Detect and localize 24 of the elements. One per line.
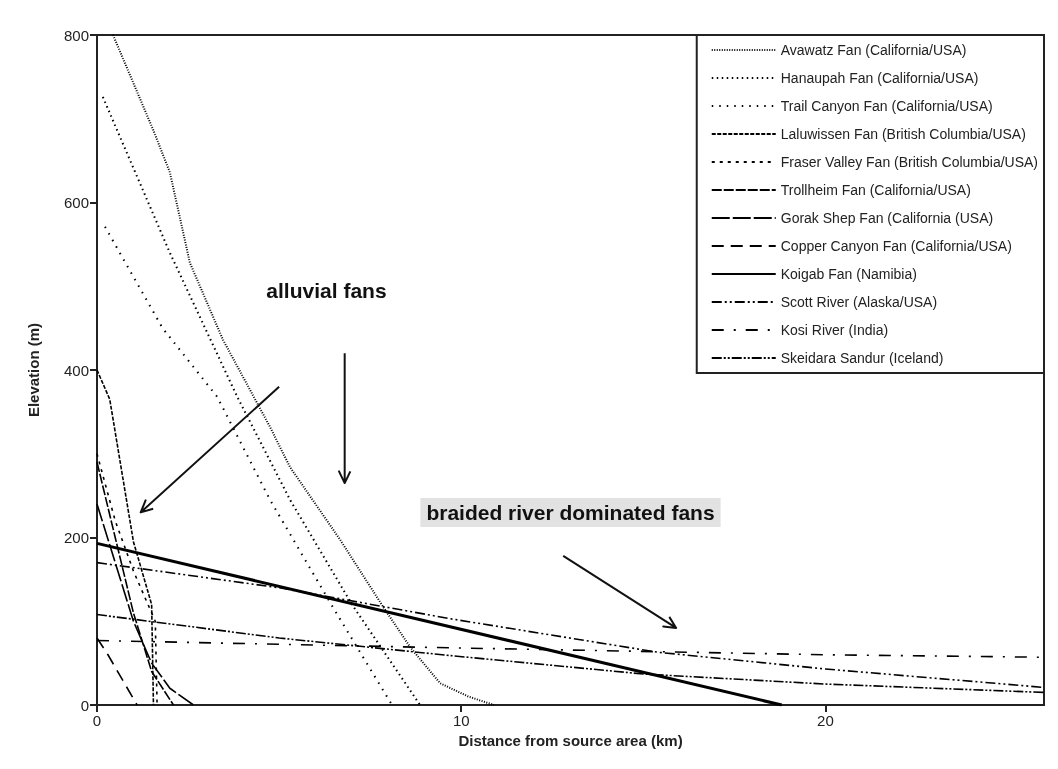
y-axis-title: Elevation (m) [25,322,42,418]
legend-label: Trail Canyon Fan (California/USA) [780,98,993,114]
y-tick-label: 600 [63,194,89,211]
legend-label: Trollheim Fan (California/USA) [780,182,971,198]
x-axis-title: Distance from source area (km) [458,732,683,749]
legend-label: Avawatz Fan (California/USA) [780,42,967,58]
legend-label: Koigab Fan (Namibia) [780,266,917,282]
legend-label: Gorak Shep Fan (California (USA) [780,210,994,226]
legend-label: Hanaupah Fan (California/USA) [780,70,979,86]
annotation: alluvial fans [266,278,387,302]
y-tick-label: 400 [63,361,89,379]
x-tick-label: 20 [817,712,834,729]
legend-label: Laluwissen Fan (British Columbia/USA) [780,126,1026,142]
legend-label: Copper Canyon Fan (California/USA) [780,238,1012,254]
legend-label: Kosi River (India) [780,322,889,338]
y-tick-label: 800 [63,26,89,44]
x-tick-label: 10 [452,712,470,729]
y-tick-label: 200 [63,529,89,546]
legend-label: Skeidara Sandur (Iceland) [780,350,944,366]
x-tick-label: 0 [92,712,102,729]
annotation: braided river dominated fans [426,500,715,524]
legend-label: Fraser Valley Fan (British Columbia/USA) [780,154,1039,170]
y-tick-label: 0 [80,696,89,714]
legend-label: Scott River (Alaska/USA) [780,294,938,310]
